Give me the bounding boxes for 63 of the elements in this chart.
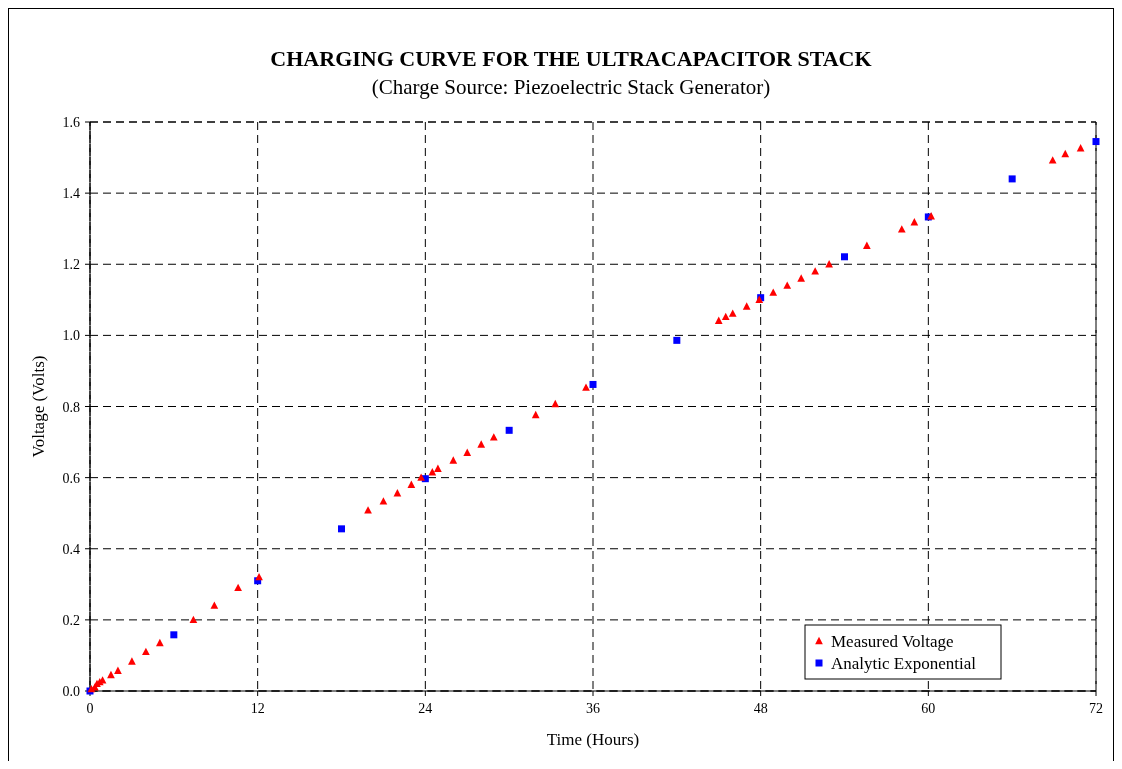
point xyxy=(721,312,730,321)
point xyxy=(673,336,681,344)
point xyxy=(463,448,472,456)
point xyxy=(742,302,751,310)
point xyxy=(582,383,590,391)
point xyxy=(551,399,560,408)
point xyxy=(338,525,345,533)
point xyxy=(189,615,198,624)
point xyxy=(1092,138,1100,146)
point xyxy=(434,464,442,472)
point xyxy=(769,288,778,296)
point xyxy=(234,583,242,592)
point xyxy=(841,253,848,261)
point xyxy=(1061,149,1070,158)
point xyxy=(863,241,871,249)
x-tick-label: 48 xyxy=(753,701,768,716)
x-axis-title: Time (Hours) xyxy=(546,730,640,749)
x-tick-label: 36 xyxy=(586,701,600,716)
point xyxy=(505,426,513,434)
point xyxy=(811,267,820,275)
y-tick-label: 0.4 xyxy=(62,541,80,557)
y-tick-label: 1.0 xyxy=(62,328,80,344)
point xyxy=(1008,175,1016,183)
point xyxy=(170,631,178,639)
y-tick-label: 0.2 xyxy=(62,612,80,628)
y-axis-title: Voltage (Volts) xyxy=(29,355,48,458)
point xyxy=(379,497,388,505)
point xyxy=(449,456,458,464)
point xyxy=(417,473,425,481)
x-tick-label: 24 xyxy=(418,701,433,716)
point xyxy=(797,274,806,282)
chart-subtitle: (Charge Source: Piezoelectric Stack Generator) xyxy=(371,75,771,99)
point xyxy=(897,225,906,233)
point xyxy=(128,657,136,665)
point xyxy=(531,410,540,419)
point xyxy=(428,468,437,476)
point xyxy=(728,309,737,317)
point xyxy=(1048,156,1057,164)
x-tick-label: 12 xyxy=(250,701,265,716)
y-tick-label: 0.0 xyxy=(62,684,80,699)
point xyxy=(210,601,219,609)
chart-title: CHARGING CURVE FOR THE ULTRACAPACITOR STACK xyxy=(270,46,872,71)
point xyxy=(107,670,115,679)
point xyxy=(156,638,164,647)
y-tick-label: 1.4 xyxy=(62,186,80,202)
y-tick-label: 0.8 xyxy=(62,399,80,415)
x-tick-label: 72 xyxy=(1089,701,1103,716)
point xyxy=(114,666,122,674)
y-tick-label: 1.2 xyxy=(62,257,80,273)
legend-label: Analytic Exponential xyxy=(831,654,977,673)
point xyxy=(477,440,486,448)
point xyxy=(714,316,723,324)
x-tick-label: 0 xyxy=(86,701,94,716)
x-tick-label: 60 xyxy=(921,701,936,716)
point xyxy=(407,480,416,488)
legend-label: Measured Voltage xyxy=(831,632,954,651)
y-tick-label: 1.6 xyxy=(62,115,80,130)
point xyxy=(910,218,919,226)
y-tick-label: 0.6 xyxy=(62,470,80,486)
point xyxy=(489,433,498,441)
point xyxy=(589,380,597,388)
point xyxy=(142,647,150,656)
point xyxy=(783,281,792,289)
